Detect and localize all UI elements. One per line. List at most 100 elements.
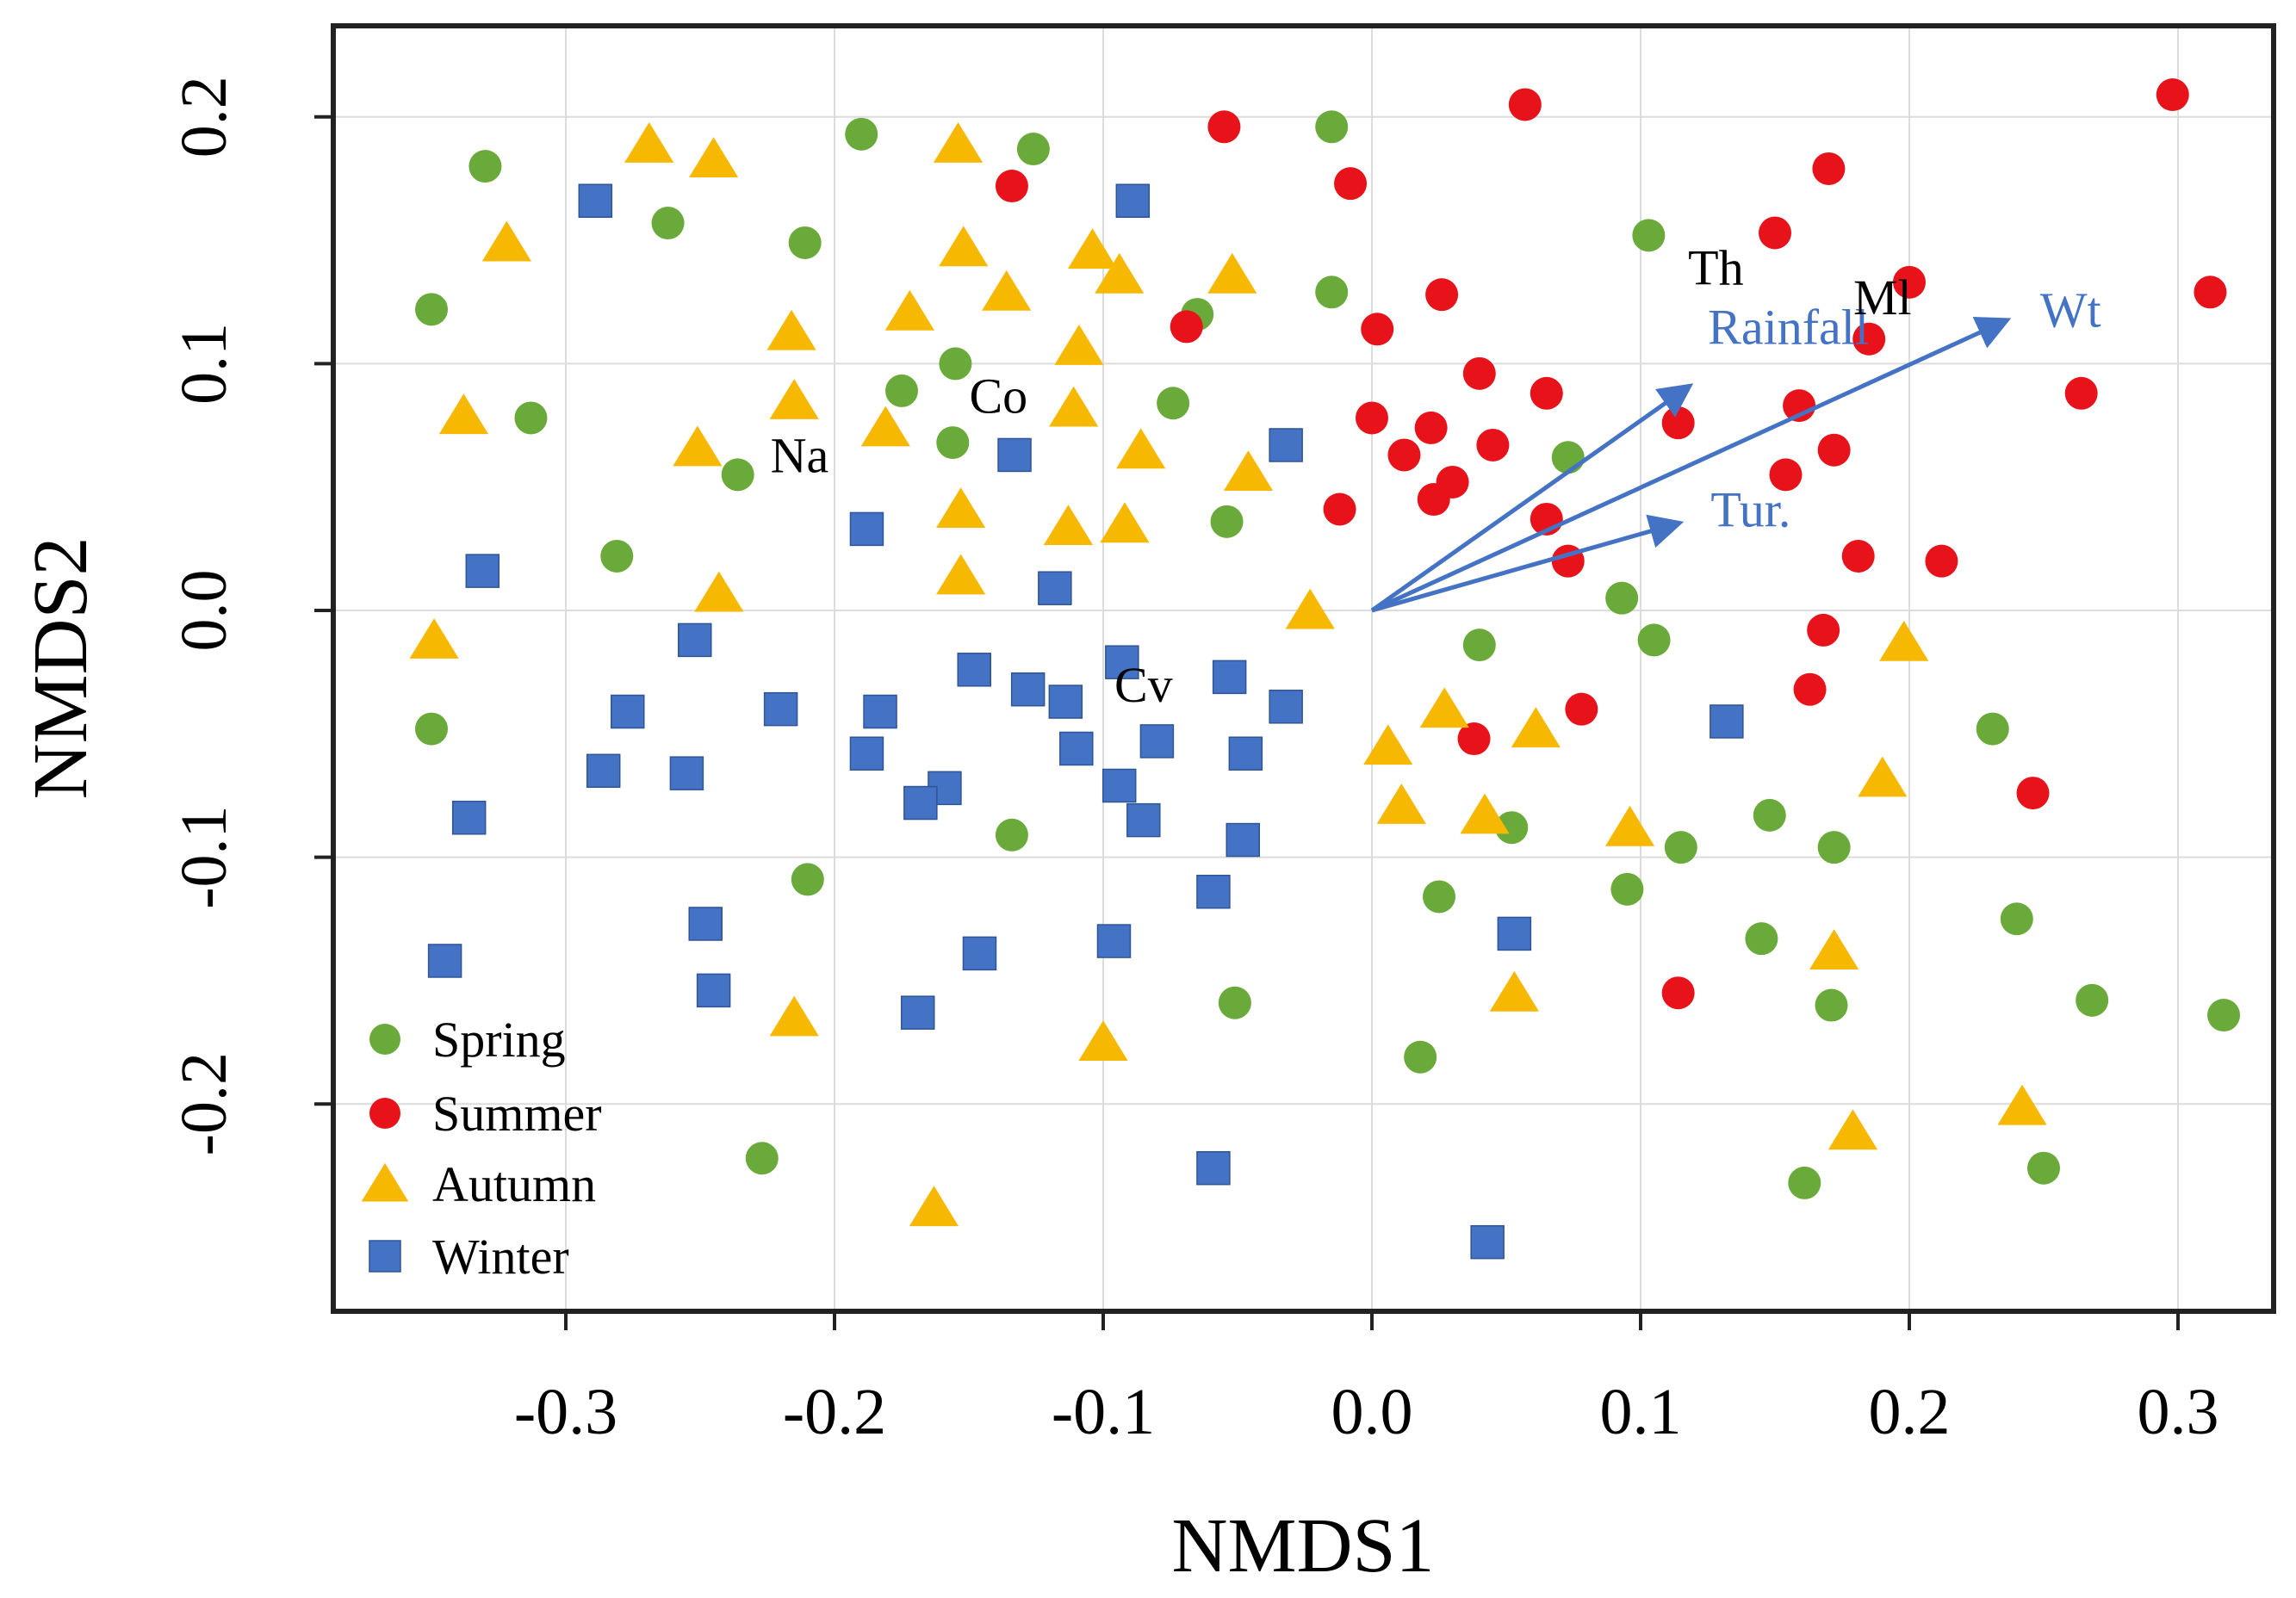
legend-item-summer: Summer <box>369 1086 602 1142</box>
summer-point-26 <box>1323 492 1356 526</box>
spring-point-24 <box>415 712 448 746</box>
legend-label-spring: Spring <box>432 1012 566 1068</box>
autumn-point-25 <box>409 618 459 659</box>
spring-point-19 <box>1605 581 1639 615</box>
autumn-point-15 <box>860 406 910 447</box>
series-autumn <box>409 122 2047 1227</box>
vector-rainfall-arrow <box>1370 383 1694 613</box>
summer-point-0 <box>1207 110 1241 144</box>
winter-point-20 <box>849 736 884 771</box>
winter-point-21 <box>1228 736 1263 771</box>
autumn-point-13 <box>1049 386 1099 427</box>
autumn-point-32 <box>1460 793 1510 834</box>
autumn-point-2 <box>933 122 984 163</box>
spring-point-28 <box>1817 831 1851 864</box>
vector-wt-label: Wt <box>2040 282 2101 338</box>
summer-point-1 <box>1508 88 1542 121</box>
legend-item-autumn: Autumn <box>361 1156 596 1212</box>
legend-label-autumn: Autumn <box>432 1156 596 1212</box>
winter-point-13 <box>1269 690 1303 724</box>
summer-point-17 <box>1356 401 1388 435</box>
autumn-point-9 <box>884 289 934 331</box>
winter-point-16 <box>863 694 897 729</box>
summer-point-5 <box>2156 78 2189 112</box>
spring-point-14 <box>1210 505 1244 538</box>
summer-point-10 <box>1361 313 1394 346</box>
y-tick-label-0: -0.2 <box>168 1052 240 1155</box>
winter-point-37 <box>900 995 935 1030</box>
summer-point-7 <box>1893 265 1926 299</box>
autumn-point-11 <box>1054 325 1104 365</box>
winter-point-0 <box>578 183 613 218</box>
x-tick-label-4: 0.1 <box>1600 1376 1682 1448</box>
summer-point-12 <box>1852 322 1886 356</box>
spring-point-37 <box>1218 986 1251 1019</box>
summer-point-29 <box>1841 539 1875 573</box>
species-label-co: Co <box>969 369 1027 424</box>
winter-point-22 <box>586 753 621 789</box>
spring-point-26 <box>1664 831 1697 864</box>
spring-point-30 <box>2000 902 2033 936</box>
spring-point-7 <box>885 374 918 407</box>
winter-point-32 <box>1096 924 1132 958</box>
autumn-point-34 <box>1809 929 1859 970</box>
autumn-point-38 <box>1997 1084 2047 1125</box>
autumn-point-6 <box>1207 252 1257 294</box>
spring-point-36 <box>2207 999 2241 1032</box>
spring-point-17 <box>1632 219 1666 252</box>
winter-point-5 <box>465 554 500 588</box>
spring-point-38 <box>1404 1040 1437 1074</box>
winter-point-14 <box>611 694 645 729</box>
autumn-point-0 <box>624 122 674 163</box>
spring-point-22 <box>1495 811 1529 845</box>
winter-point-36 <box>696 973 731 1008</box>
species-label-th: Th <box>1688 240 1743 296</box>
spring-point-21 <box>1462 629 1496 662</box>
winter-point-31 <box>688 907 723 941</box>
winter-point-3 <box>997 437 1032 473</box>
summer-point-3 <box>1334 167 1368 201</box>
legend-marker-spring <box>369 1024 400 1055</box>
summer-point-18 <box>1414 411 1448 444</box>
winter-point-39 <box>1470 1224 1505 1260</box>
winter-point-28 <box>451 800 487 835</box>
y-tick-label-1: -0.1 <box>168 805 240 908</box>
winter-point-26 <box>903 785 938 821</box>
summer-point-14 <box>1530 376 1563 410</box>
autumn-point-12 <box>769 379 819 419</box>
legend-label-winter: Winter <box>432 1229 569 1285</box>
x-axis-title: NMDS1 <box>1171 1503 1434 1589</box>
autumn-point-16 <box>673 425 723 467</box>
spring-point-4 <box>845 117 878 151</box>
data-points <box>409 78 2241 1260</box>
spring-point-9 <box>936 426 970 460</box>
autumn-point-18 <box>1223 450 1274 492</box>
summer-point-23 <box>1769 458 1803 492</box>
summer-point-21 <box>1387 438 1421 472</box>
grid-lines <box>333 26 2274 1311</box>
series-winter <box>427 183 1744 1260</box>
autumn-point-1 <box>689 137 739 178</box>
x-tick-label-6: 0.3 <box>2138 1376 2219 1448</box>
autumn-point-39 <box>1827 1109 1878 1150</box>
summer-point-22 <box>1817 433 1851 467</box>
winter-point-29 <box>1226 822 1260 858</box>
vector-rainfall-label: Rainfall <box>1708 299 1869 355</box>
summer-point-6 <box>1759 216 1791 250</box>
autumn-point-20 <box>1043 505 1094 546</box>
summer-point-13 <box>1462 356 1496 390</box>
spring-point-6 <box>1016 133 1050 166</box>
x-tick-label-5: 0.2 <box>1869 1376 1951 1448</box>
x-tick-label-1: -0.2 <box>783 1376 886 1448</box>
autumn-point-23 <box>694 571 744 612</box>
winter-point-17 <box>1710 704 1744 739</box>
x-tick-label-2: -0.1 <box>1052 1376 1155 1448</box>
winter-point-15 <box>763 691 798 727</box>
winter-point-33 <box>1497 916 1532 951</box>
autumn-point-8 <box>982 269 1032 311</box>
winter-point-7 <box>678 622 712 658</box>
series-spring <box>415 110 2241 1199</box>
summer-point-11 <box>1170 310 1203 344</box>
spring-point-5 <box>788 226 822 259</box>
autumn-point-30 <box>1858 756 1908 797</box>
